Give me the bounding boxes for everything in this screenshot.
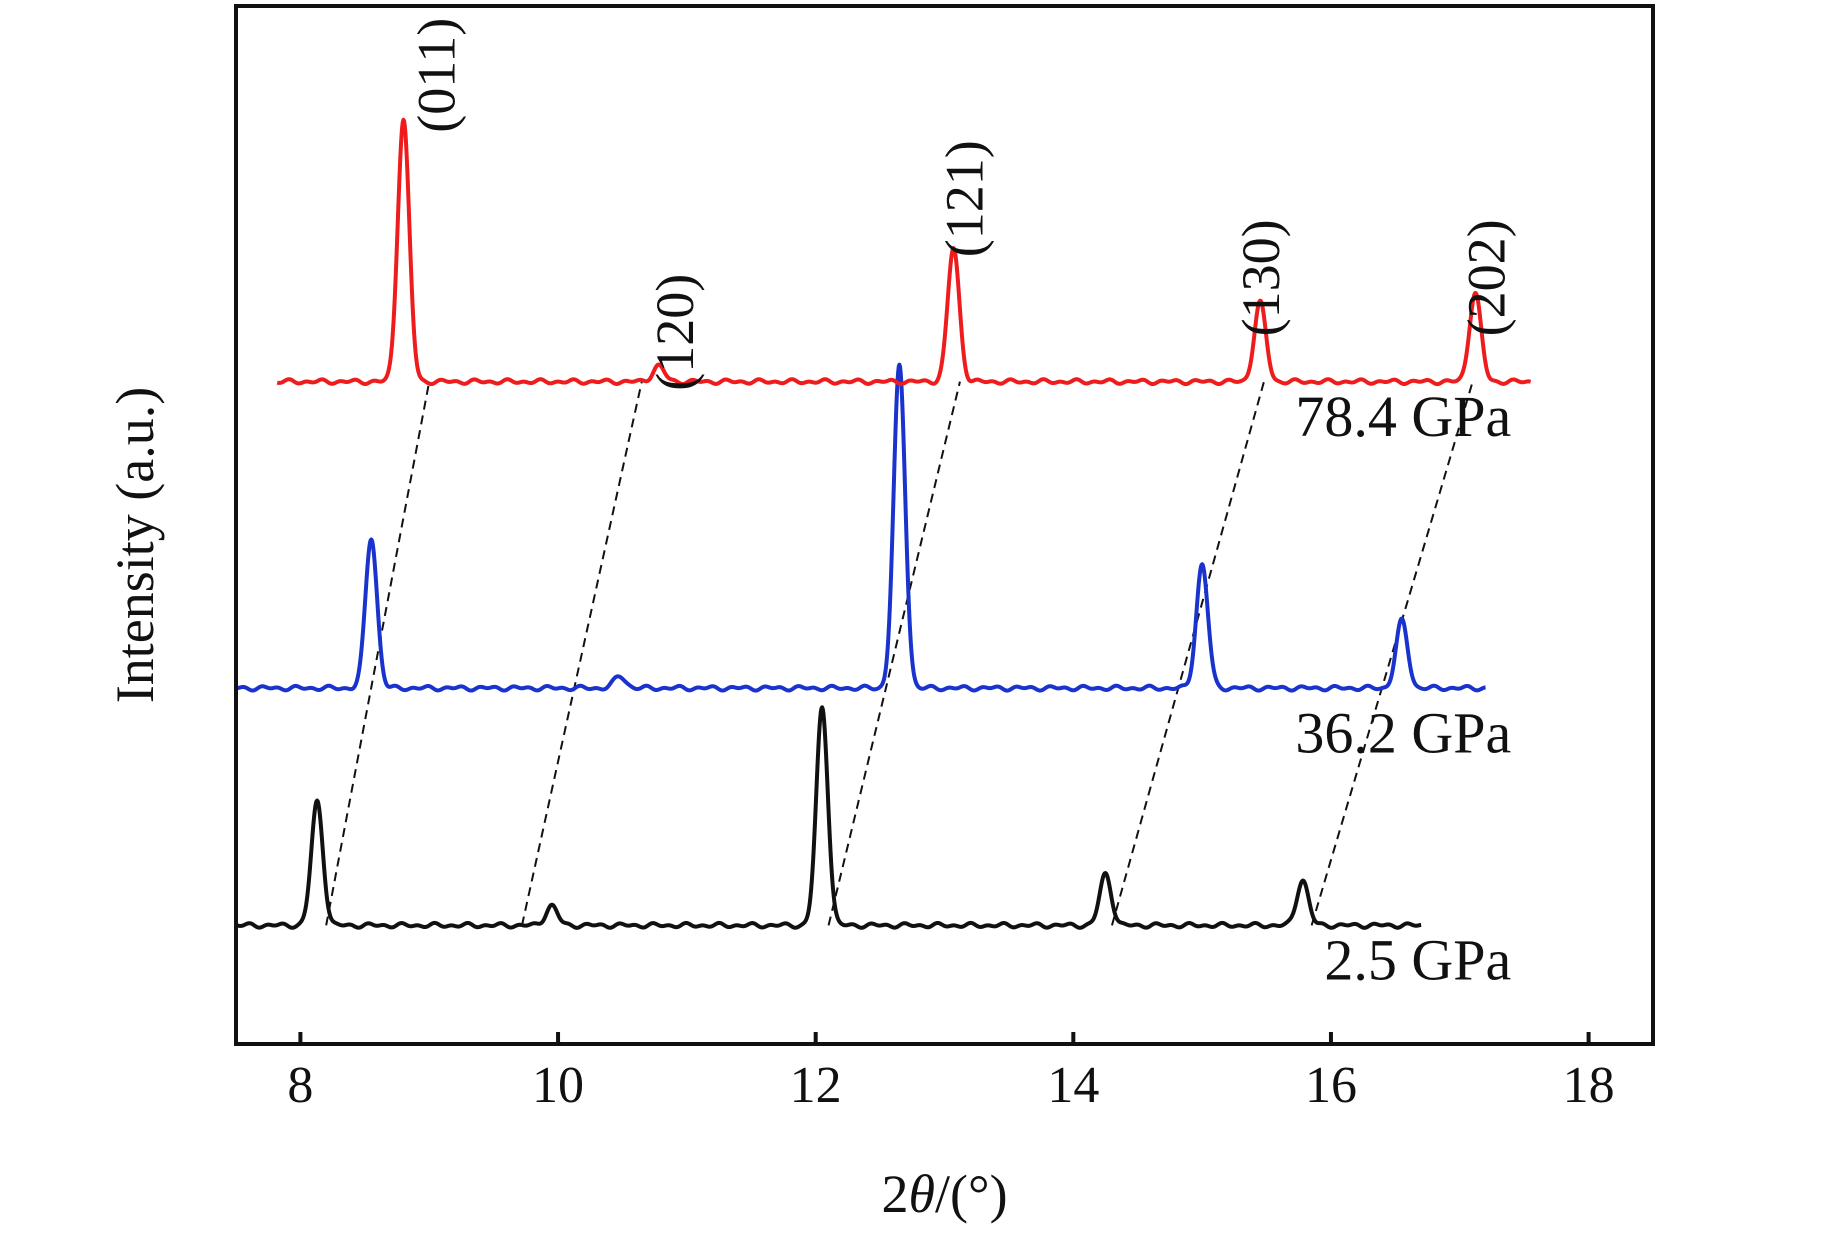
x-axis-title-prefix: 2	[881, 1164, 908, 1224]
tracking-line	[1310, 381, 1474, 926]
series-label: 2.5 GPa	[1324, 928, 1511, 993]
x-tick-label: 14	[1047, 1057, 1099, 1114]
x-tick-label: 18	[1563, 1057, 1615, 1114]
x-tick-label: 8	[287, 1057, 313, 1114]
peak-label: (121)	[935, 140, 995, 257]
x-tick-label: 16	[1305, 1057, 1357, 1114]
x-tick-label: 12	[790, 1057, 842, 1114]
tracking-line	[1111, 381, 1265, 926]
x-axis: 8 10 12 14 16 18	[287, 1032, 1615, 1114]
peak-label: (202)	[1456, 219, 1516, 336]
tracking-line	[827, 381, 961, 926]
y-axis-title: Intensity (a.u.)	[105, 387, 165, 703]
annotations: (011) (120) (121) (130) (202) 78.4 GPa 36.2 GP…	[406, 18, 1516, 993]
tracking-line	[325, 381, 431, 926]
x-axis-title: 2θ/(°)	[881, 1164, 1007, 1224]
peak-label: (130)	[1231, 219, 1291, 336]
x-axis-title-suffix: /(°)	[935, 1164, 1008, 1224]
tracking-lines	[325, 381, 1474, 926]
plot-frame	[234, 4, 1655, 1046]
tracking-line	[520, 381, 643, 926]
series-line	[275, 117, 1532, 387]
series-line	[234, 705, 1423, 930]
series-label: 78.4 GPa	[1295, 384, 1511, 449]
x-tick-label: 10	[532, 1057, 584, 1114]
peak-label: (011)	[406, 18, 466, 133]
x-axis-title-symbol: θ	[908, 1164, 935, 1224]
series-label: 36.2 GPa	[1295, 700, 1511, 765]
peak-label: (120)	[645, 274, 705, 391]
series-group	[234, 117, 1532, 930]
series-line	[234, 362, 1487, 693]
